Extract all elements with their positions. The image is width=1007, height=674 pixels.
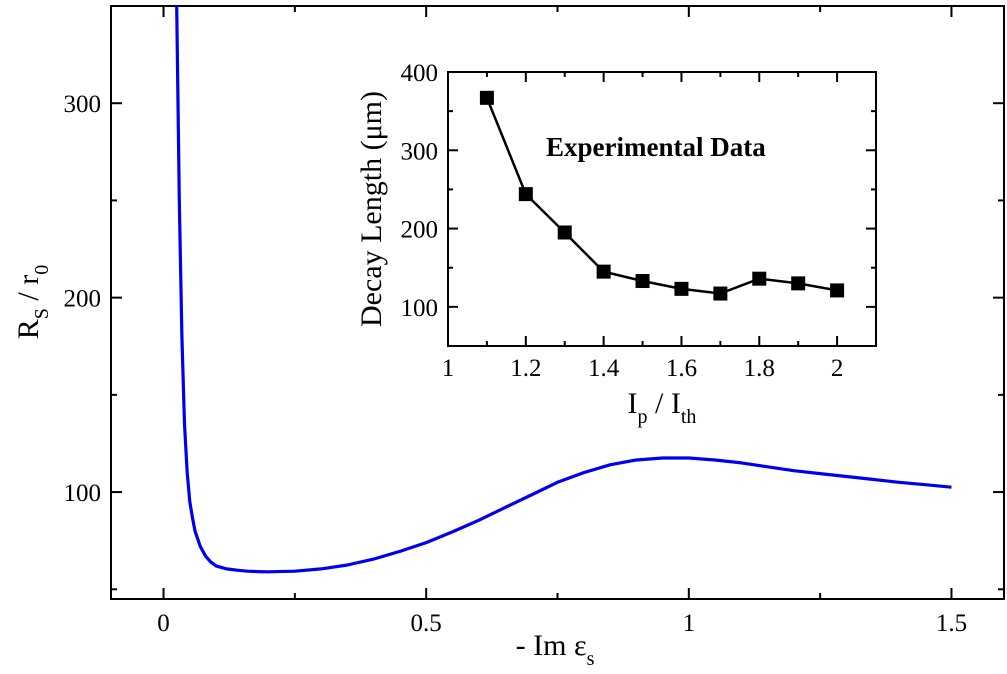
main-series (175, 5, 952, 574)
inset-data-point (596, 264, 611, 279)
main-tick-labels: 0 0.5 1 1.5 100 200 300 (64, 91, 968, 637)
main-x-tick-label: 1 (683, 610, 696, 637)
inset-y-tick-label: 300 (401, 138, 439, 165)
inset-data-point (674, 281, 689, 296)
main-y-tick-label: 300 (64, 91, 102, 118)
inset-x-tick-label: 1.2 (510, 355, 541, 382)
inset-annotation: Experimental Data (546, 132, 766, 162)
inset-chart: 1 1.2 1.4 1.6 1.8 2 100 200 300 400 Experimental … (355, 60, 877, 428)
main-y-axis-title: RS / r0 (12, 265, 53, 339)
inset-data-point (713, 286, 728, 301)
main-x-axis-title: - Im εs (516, 629, 595, 670)
inset-x-tick-label: 1.8 (744, 355, 775, 382)
inset-x-tick-label: 1.6 (666, 355, 697, 382)
inset-plot-frame (447, 71, 877, 347)
inset-x-tick-label: 1 (442, 355, 455, 382)
inset-x-tick-label: 1.4 (588, 355, 620, 382)
main-x-tick-label: 0.5 (411, 610, 442, 637)
inset-tick-labels: 1 1.2 1.4 1.6 1.8 2 100 200 300 400 (401, 60, 844, 382)
main-y-tick-label: 100 (64, 480, 102, 507)
inset-data-point (830, 283, 845, 298)
inset-data-point (791, 276, 806, 291)
inset-data-point (557, 225, 572, 240)
main-chart: 0 0.5 1 1.5 100 200 300 - Im εs RS / r0 (12, 5, 1005, 670)
main-x-tick-label: 0 (157, 610, 170, 637)
inset-background (448, 72, 876, 346)
inset-x-tick-label: 2 (831, 355, 844, 382)
inset-series (479, 90, 845, 301)
main-x-tick-label: 1.5 (936, 610, 967, 637)
inset-y-tick-label: 400 (401, 60, 439, 87)
main-y-tick-label: 200 (64, 286, 102, 313)
inset-y-axis-title: Decay Length (μm) (355, 91, 388, 327)
inset-data-point (479, 90, 494, 105)
inset-data-point (635, 274, 650, 289)
inset-data-point (518, 187, 533, 202)
inset-x-axis-title: Ip / Ith (628, 387, 697, 428)
inset-y-tick-label: 200 (401, 217, 439, 244)
main-series-line (175, 5, 952, 574)
inset-y-tick-label: 100 (401, 295, 439, 322)
main-ticks (111, 5, 1004, 599)
inset-ticks (447, 71, 876, 346)
inset-data-point (752, 271, 767, 286)
inset-series-line (485, 97, 838, 295)
